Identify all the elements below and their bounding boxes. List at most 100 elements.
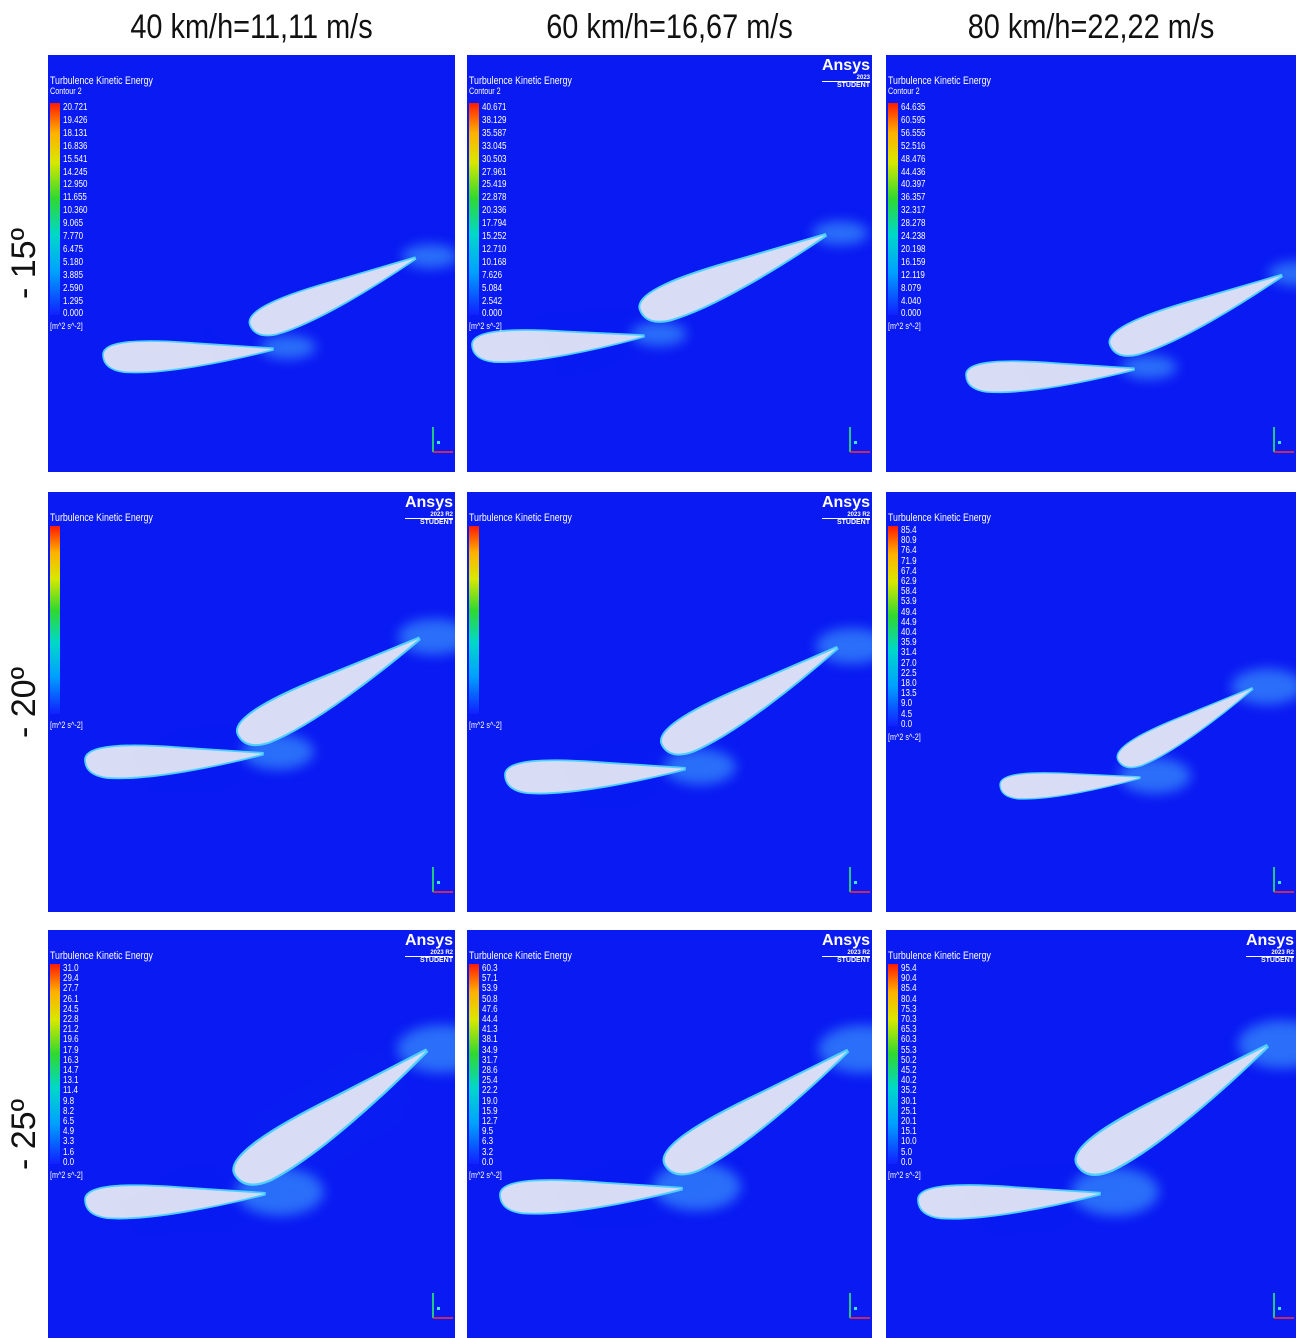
legend-level: 8.2 xyxy=(63,1105,75,1117)
legend-level: 44.4 xyxy=(482,1014,498,1025)
legend-level: 22.8 xyxy=(63,1014,79,1025)
legend-level: 9.0 xyxy=(901,698,913,710)
legend-level: 3.2 xyxy=(482,1146,494,1158)
contour-panel: Turbulence Kinetic Energy 31.0 29.4 27.7 26.… xyxy=(48,930,455,1338)
legend-level: 65.3 xyxy=(901,1024,917,1036)
legend-subtitle: Contour 2 xyxy=(888,86,920,96)
legend-level: 0.0 xyxy=(901,718,913,730)
legend-level: 6.3 xyxy=(482,1136,494,1148)
legend-level: 31.0 xyxy=(63,963,79,974)
legend-level: 40.2 xyxy=(901,1075,917,1087)
legend-level: 2.590 xyxy=(63,282,84,294)
legend-subtitle: Contour 2 xyxy=(469,86,501,96)
legend-level: 35.587 xyxy=(482,127,507,139)
row-header: - 20º xyxy=(0,492,48,912)
legend-level: 4.5 xyxy=(901,708,913,720)
legend-level: 17.9 xyxy=(63,1044,79,1056)
legend-level: 36.357 xyxy=(901,192,926,204)
legend-level: 15.541 xyxy=(63,153,88,165)
axis-triad-z xyxy=(1278,1307,1281,1310)
airfoil xyxy=(1116,687,1254,769)
legend-subtitle: Contour 2 xyxy=(50,86,82,96)
watermark-edition: STUDENT xyxy=(419,519,453,526)
legend-level: 28.6 xyxy=(482,1065,498,1076)
watermark-brand: Ansys xyxy=(821,932,870,949)
legend-level: 15.1 xyxy=(901,1126,917,1138)
legend-level: 35.2 xyxy=(901,1085,917,1097)
legend-unit: [m^2 s^-2] xyxy=(469,1169,502,1180)
watermark-version: 2023 R2 xyxy=(404,512,453,519)
watermark: Ansys 2023 R2 STUDENT xyxy=(821,494,870,526)
legend-level: 25.1 xyxy=(901,1105,917,1117)
row-label: - 15º xyxy=(4,227,43,300)
row-header: - 25º xyxy=(0,930,48,1338)
legend-title: Turbulence Kinetic Energy xyxy=(50,75,153,87)
legend-level: 20.721 xyxy=(63,102,88,113)
legend-level: 40.4 xyxy=(901,627,917,638)
watermark-brand: Ansys xyxy=(404,494,453,511)
legend-level: 62.9 xyxy=(901,576,917,587)
legend-title: Turbulence Kinetic Energy xyxy=(469,512,572,524)
legend-level: 90.4 xyxy=(901,973,917,985)
legend-level: 22.5 xyxy=(901,667,917,679)
legend-level: 16.159 xyxy=(901,256,926,268)
legend-unit: [m^2 s^-2] xyxy=(888,731,921,742)
legend-level: 9.8 xyxy=(63,1095,75,1107)
legend-level: 0.000 xyxy=(63,308,84,320)
legend-level: 80.9 xyxy=(901,535,917,547)
legend-level: 60.3 xyxy=(482,963,498,974)
watermark: Ansys 2023 R2 STUDENT xyxy=(404,932,453,964)
row-label: - 20º xyxy=(4,666,43,738)
legend-level: 24.238 xyxy=(901,231,926,242)
colorbar xyxy=(469,526,479,715)
watermark-edition: STUDENT xyxy=(836,82,870,89)
legend-level: 20.198 xyxy=(901,243,926,255)
watermark: Ansys 2023 STUDENT xyxy=(821,57,870,89)
column-header: 80 km/h=22,22 m/s xyxy=(967,8,1215,46)
legend-level: 56.555 xyxy=(901,127,926,139)
legend-level: 5.084 xyxy=(482,282,503,294)
legend-level: 22.878 xyxy=(482,192,507,204)
legend-level: 7.770 xyxy=(63,231,84,242)
legend-title: Turbulence Kinetic Energy xyxy=(469,950,572,962)
legend-level: 18.131 xyxy=(63,127,88,139)
watermark-version: 2023 R2 xyxy=(821,512,870,519)
contour-panel: Turbulence Kinetic Energy Contour 2 40.671… xyxy=(467,55,872,472)
axis-triad-z xyxy=(437,881,440,884)
colorbar xyxy=(469,964,479,1164)
legend-level: 12.119 xyxy=(901,269,925,281)
watermark-version: 2023 xyxy=(821,75,870,82)
airfoil xyxy=(84,744,264,780)
watermark-brand: Ansys xyxy=(821,57,870,74)
legend-title: Turbulence Kinetic Energy xyxy=(50,950,153,962)
legend-level: 35.9 xyxy=(901,637,917,649)
contour-panel: Turbulence Kinetic Energy Contour 2 64.635… xyxy=(886,55,1296,472)
legend-title: Turbulence Kinetic Energy xyxy=(469,75,572,87)
legend-level: 25.419 xyxy=(482,179,507,191)
legend-level: 10.168 xyxy=(482,256,507,268)
flow-field xyxy=(468,221,870,453)
legend-level: 12.950 xyxy=(63,179,88,191)
legend-level: 17.794 xyxy=(482,218,507,230)
legend-level: 34.9 xyxy=(482,1044,498,1056)
flow-field xyxy=(500,628,872,893)
airfoil xyxy=(965,360,1135,394)
row-header: - 15º xyxy=(0,55,48,472)
legend-level: 5.180 xyxy=(63,256,84,268)
legend-level: 71.9 xyxy=(901,555,917,567)
watermark: Ansys 2023 R2 STUDENT xyxy=(404,494,453,526)
legend-level: 85.4 xyxy=(901,983,917,995)
row-label: - 25º xyxy=(4,1098,43,1170)
legend-level: 6.475 xyxy=(63,243,84,255)
airfoil xyxy=(84,1184,266,1220)
flow-field xyxy=(99,244,455,453)
legend-level: 14.7 xyxy=(63,1065,79,1076)
legend-level: 30.503 xyxy=(482,153,507,165)
legend-level: 26.1 xyxy=(63,993,79,1005)
watermark-brand: Ansys xyxy=(821,494,870,511)
axis-triad-z xyxy=(1278,441,1281,444)
legend-level: 19.426 xyxy=(63,114,88,126)
contour-panel: Turbulence Kinetic Energy 60.3 57.1 53.9 50.… xyxy=(467,930,872,1338)
legend-level: 33.045 xyxy=(482,140,507,152)
flow-field xyxy=(962,261,1296,453)
